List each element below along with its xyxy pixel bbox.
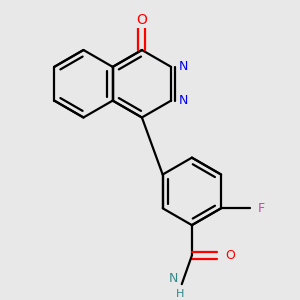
- Text: N: N: [179, 60, 188, 74]
- Text: O: O: [225, 249, 235, 262]
- Text: N: N: [179, 94, 188, 107]
- Text: O: O: [136, 13, 147, 27]
- Text: H: H: [176, 289, 184, 298]
- Text: F: F: [258, 202, 265, 215]
- Text: N: N: [168, 272, 178, 285]
